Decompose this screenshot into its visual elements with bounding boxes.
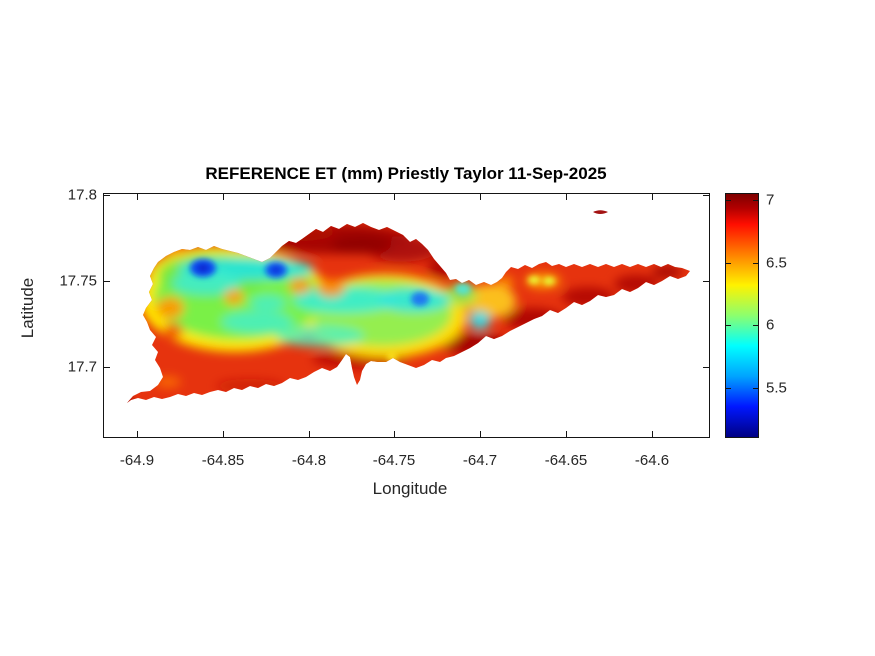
colorbar (725, 193, 759, 438)
x-tick-label: -64.65 (544, 452, 588, 469)
x-tick-mark (394, 431, 395, 437)
colorbar-gradient (726, 194, 758, 437)
y-axis-label: Latitude (18, 277, 37, 339)
x-tick-mark (137, 194, 138, 200)
x-tick-mark (652, 194, 653, 200)
x-tick-mark (223, 194, 224, 200)
colorbar-tick-mark (753, 200, 758, 201)
x-tick-label: -64.8 (291, 452, 327, 469)
x-tick-mark (652, 431, 653, 437)
y-tick-mark (104, 367, 110, 368)
colorbar-tick-label: 7 (766, 191, 775, 209)
x-tick-label: -64.9 (119, 452, 155, 469)
plot-area (103, 193, 710, 438)
x-tick-label: -64.85 (201, 452, 245, 469)
y-tick-label: 17.8 (67, 186, 97, 204)
plot-title: REFERENCE ET (mm) Priestly Taylor 11-Sep… (205, 164, 607, 183)
colorbar-tick-mark (726, 263, 731, 264)
y-tick-label: 17.75 (59, 272, 97, 290)
x-tick-mark (137, 431, 138, 437)
x-tick-mark (480, 431, 481, 437)
x-tick-label: -64.6 (634, 452, 670, 469)
x-tick-mark (309, 194, 310, 200)
colorbar-tick-mark (753, 388, 758, 389)
colorbar-tick-mark (753, 263, 758, 264)
y-tick-mark (703, 281, 709, 282)
y-tick-mark (104, 281, 110, 282)
colorbar-tick-mark (753, 325, 758, 326)
colorbar-tick-mark (726, 388, 731, 389)
x-tick-mark (309, 431, 310, 437)
x-tick-mark (480, 194, 481, 200)
colorbar-tick-mark (726, 200, 731, 201)
colorbar-tick-mark (726, 325, 731, 326)
x-tick-mark (566, 431, 567, 437)
colorbar-tick-label: 6 (766, 316, 775, 334)
colorbar-tick-label: 5.5 (766, 379, 787, 397)
x-tick-mark (223, 431, 224, 437)
y-tick-label: 17.7 (67, 358, 97, 376)
y-tick-mark (703, 367, 709, 368)
x-tick-mark (394, 194, 395, 200)
x-axis-label: Longitude (372, 479, 448, 498)
x-tick-label: -64.75 (372, 452, 416, 469)
y-tick-mark (703, 195, 709, 196)
colorbar-tick-label: 6.5 (766, 254, 787, 272)
offshore-islet (593, 210, 608, 214)
x-tick-label: -64.7 (462, 452, 498, 469)
y-tick-mark (104, 195, 110, 196)
x-tick-mark (566, 194, 567, 200)
